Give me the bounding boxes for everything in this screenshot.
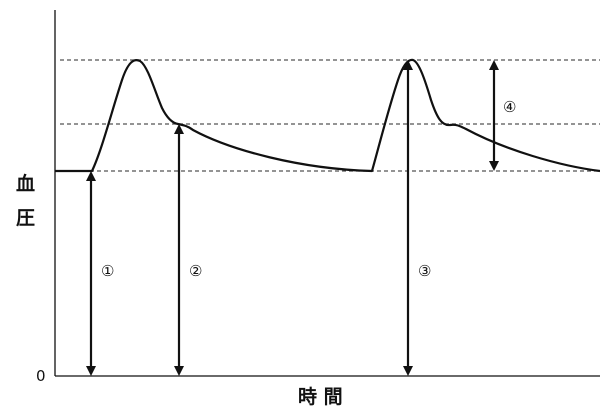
marker-label-1: ①	[101, 262, 114, 280]
marker-label-4: ④	[503, 98, 516, 116]
pressure-waveform	[55, 58, 600, 173]
x-axis-label: 時 間	[298, 386, 343, 408]
y-axis-zero-label: 0	[36, 367, 46, 385]
marker-label-3: ③	[418, 262, 431, 280]
marker-label-2: ②	[189, 262, 202, 280]
y-axis-label-line-2: 圧	[16, 207, 35, 229]
y-axis-label-line-1: 血	[16, 172, 35, 195]
